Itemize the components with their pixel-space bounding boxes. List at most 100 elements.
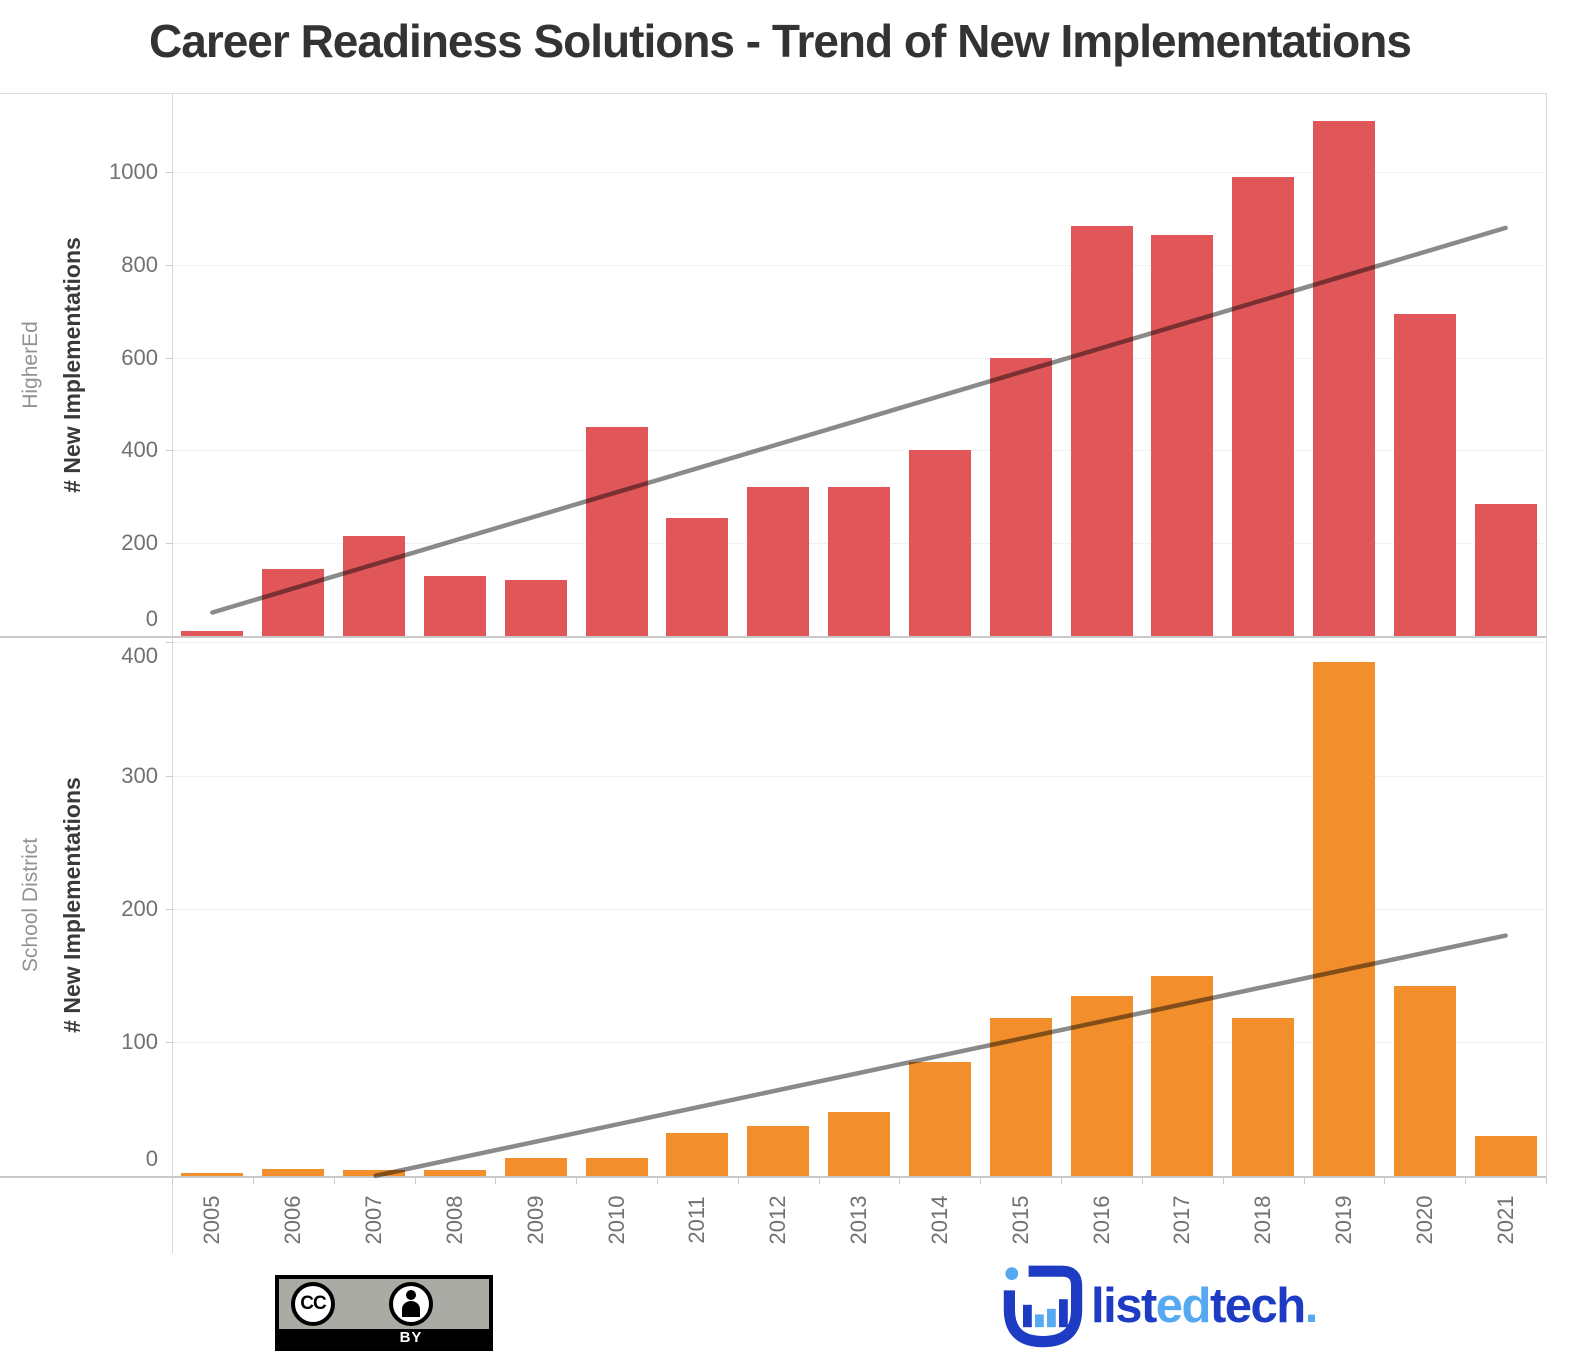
- bar-highered-2018: [1232, 176, 1295, 636]
- bar-school-district-2010: [585, 1158, 648, 1176]
- bar-highered-2012: [747, 487, 810, 636]
- x-tick-mark: [1546, 1177, 1547, 1184]
- bar-school-district-2006: [262, 1169, 325, 1176]
- y-tick-label: 0: [145, 1145, 158, 1171]
- bar-school-district-2013: [828, 1111, 890, 1176]
- bar-highered-2009: [504, 580, 567, 636]
- y-tick-label: 100: [121, 1029, 158, 1055]
- cc-icon: CC: [291, 1282, 335, 1326]
- x-tick-label-2017: 2017: [1169, 1195, 1195, 1245]
- y-tick-label: 600: [121, 344, 158, 370]
- wordmark-part: tech: [1209, 1279, 1306, 1333]
- wordmark-part: ed: [1155, 1279, 1212, 1333]
- x-tick-mark: [1465, 1177, 1467, 1184]
- y-tick-label: 400: [121, 437, 158, 463]
- y-tick-label: 800: [121, 252, 158, 277]
- bar-highered-2006: [262, 568, 325, 636]
- listedtech-wordmark: listedtech.: [1091, 1278, 1319, 1334]
- x-tick-label-2014: 2014: [926, 1195, 952, 1245]
- chart-title: Career Readiness Solutions - Trend of Ne…: [149, 15, 1412, 67]
- y-tick-mark: [166, 908, 172, 910]
- bar-school-district-2019: [1312, 662, 1375, 1176]
- y-tick-mark: [166, 642, 172, 644]
- cc-badge-body: CC: [279, 1279, 489, 1329]
- x-tick-mark: [414, 1177, 416, 1184]
- x-tick-mark: [252, 1177, 254, 1184]
- cc-by-text: BY: [399, 1329, 423, 1346]
- bar-school-district-2012: [747, 1126, 810, 1176]
- y-tick-mark: [166, 265, 172, 266]
- x-tick-label-2016: 2016: [1088, 1195, 1114, 1245]
- bar-school-district-2007: [343, 1170, 406, 1176]
- bar-highered-2015: [989, 357, 1052, 636]
- bar-highered-2008: [423, 575, 486, 636]
- y-tick-label: 0: [145, 605, 158, 631]
- bar-highered-2010: [585, 427, 648, 636]
- x-tick-label-2015: 2015: [1007, 1195, 1033, 1245]
- bar-school-district-2014: [908, 1062, 971, 1176]
- bar-highered-2020: [1393, 313, 1456, 636]
- wordmark-part: .: [1304, 1279, 1319, 1333]
- y-tick-label: 200: [121, 895, 158, 921]
- pane-right-border: [1546, 93, 1547, 1177]
- x-tick-mark: [656, 1177, 658, 1184]
- bar-school-district-2008: [423, 1170, 486, 1176]
- x-tick-mark: [495, 1177, 497, 1184]
- y-tick-mark: [166, 357, 172, 359]
- x-tick-label-2020: 2020: [1411, 1195, 1437, 1245]
- x-tick-label-2021: 2021: [1492, 1195, 1518, 1245]
- y-tick-mark: [166, 543, 172, 544]
- bar-highered-2013: [828, 487, 890, 636]
- x-tick-mark: [1061, 1177, 1063, 1184]
- bar-school-district-2005: [181, 1173, 244, 1176]
- y-tick-label: 300: [121, 762, 158, 788]
- row-label-highered: HigherEd: [19, 321, 42, 409]
- x-tick-mark: [737, 1177, 739, 1184]
- x-tick-mark: [1384, 1177, 1386, 1184]
- y-gridline: [173, 775, 1546, 777]
- cc-icon-text: CC: [300, 1293, 326, 1314]
- bar-school-district-2017: [1151, 975, 1214, 1176]
- bar-highered-2005: [181, 631, 244, 636]
- x-tick-label-2006: 2006: [280, 1195, 306, 1245]
- bar-school-district-2009: [504, 1158, 567, 1176]
- y-tick-mark: [166, 635, 172, 637]
- y-tick-label: 200: [121, 530, 158, 555]
- y-tick-mark: [166, 172, 172, 174]
- row-label-school-district: School District: [19, 837, 42, 973]
- y-tick-label: 1000: [109, 159, 158, 185]
- x-tick-label-2008: 2008: [441, 1195, 467, 1245]
- x-tick-label-2018: 2018: [1250, 1195, 1276, 1245]
- x-tick-label-2012: 2012: [765, 1195, 791, 1245]
- attribution-person-icon: [389, 1282, 433, 1326]
- x-tick-mark: [1222, 1177, 1224, 1184]
- x-tick-mark: [1303, 1177, 1305, 1184]
- wordmark-part: list: [1091, 1279, 1157, 1333]
- listedtech-logo: listedtech.: [1003, 1262, 1318, 1358]
- bar-school-district-2018: [1232, 1018, 1295, 1176]
- bar-highered-2017: [1151, 234, 1214, 636]
- bar-highered-2021: [1474, 503, 1537, 636]
- bar-highered-2016: [1070, 225, 1133, 636]
- x-tick-label-2007: 2007: [361, 1195, 387, 1245]
- listedtech-shield-icon: [1003, 1265, 1083, 1348]
- x-tick-mark: [899, 1177, 901, 1184]
- x-tick-label-2005: 2005: [199, 1195, 225, 1245]
- x-tick-label-2010: 2010: [603, 1195, 629, 1245]
- y-tick-mark: [166, 1175, 172, 1177]
- bar-highered-2019: [1312, 121, 1375, 636]
- pane-top-border: [0, 93, 1546, 94]
- bar-highered-2011: [666, 517, 729, 636]
- x-tick-label-2011: 2011: [684, 1196, 710, 1244]
- y-tick-mark: [166, 1042, 172, 1044]
- y-axis-line: [172, 93, 173, 1253]
- y-gridline: [173, 642, 1546, 644]
- bar-school-district-2020: [1393, 986, 1456, 1176]
- bar-highered-2007: [343, 536, 406, 636]
- y-gridline: [173, 172, 1546, 174]
- y-tick-mark: [166, 775, 172, 777]
- cc-by-license-badge: CC BY: [275, 1275, 493, 1351]
- y-gridline: [173, 908, 1546, 910]
- x-tick-label-2013: 2013: [846, 1195, 871, 1245]
